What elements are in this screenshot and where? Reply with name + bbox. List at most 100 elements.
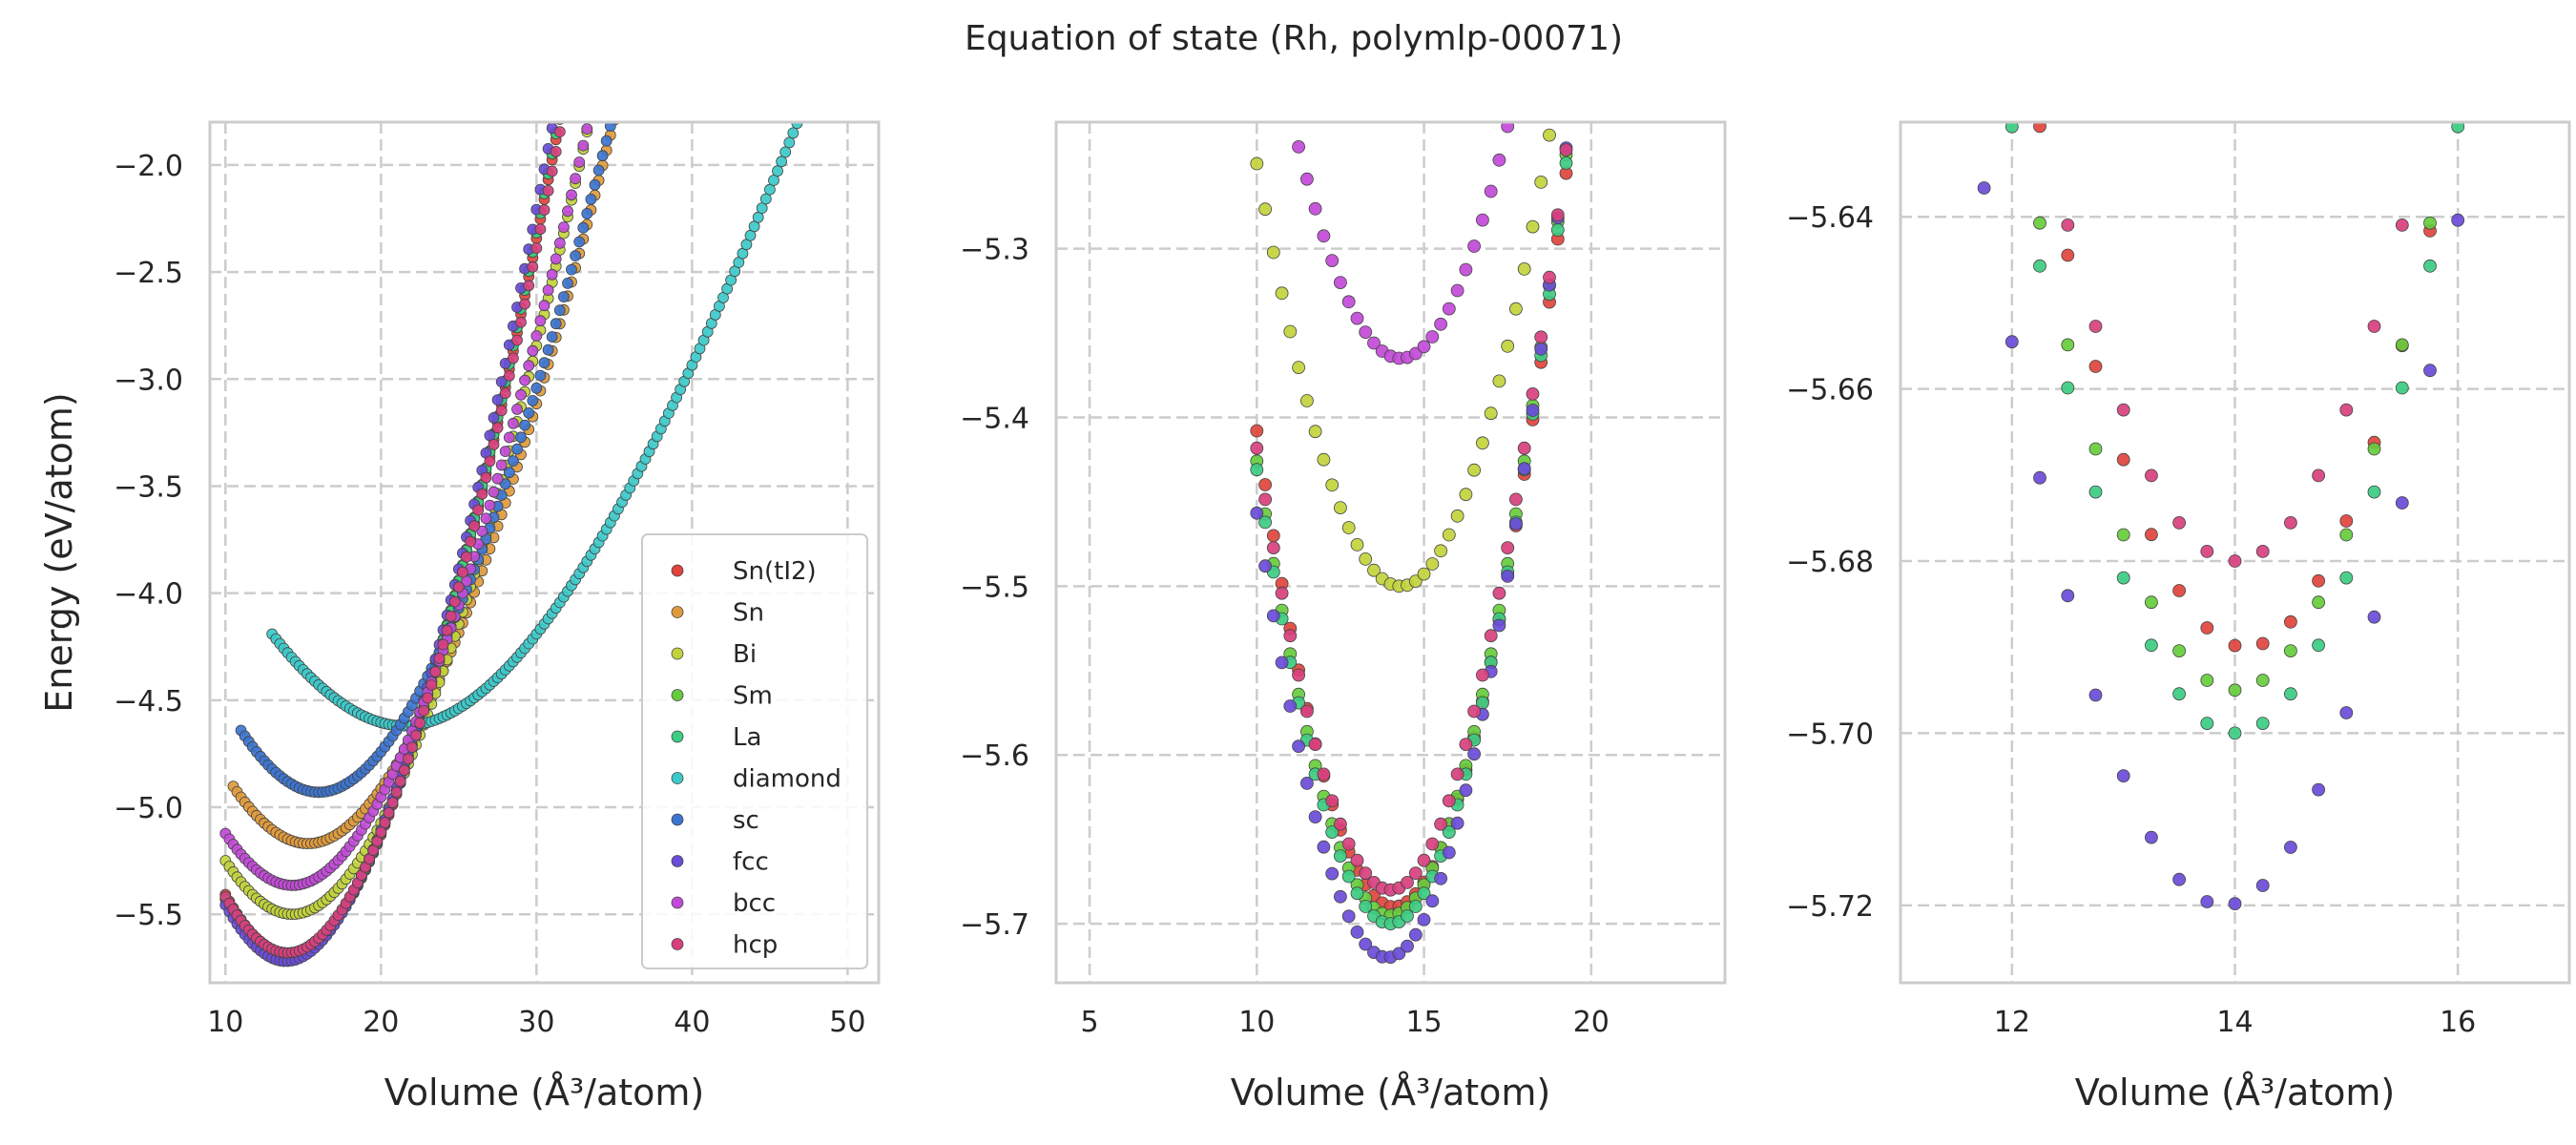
point-hcp (1543, 270, 1556, 284)
point-hcp (503, 369, 515, 382)
point-bi (1467, 463, 1481, 477)
x-tick-label: 16 (2440, 1006, 2476, 1039)
point-fcc (488, 411, 500, 424)
point-bcc (573, 156, 586, 168)
point-bcc (1341, 295, 1356, 309)
y-tick-label: −3.0 (114, 364, 183, 397)
point-sc (542, 344, 554, 356)
point-hcp (1250, 441, 1264, 455)
point-fcc (1442, 845, 1456, 860)
x-tick-label: 12 (1994, 1006, 2030, 1039)
x-tick-label: 5 (1081, 1006, 1099, 1039)
point-fcc (1425, 894, 1440, 908)
point-hcp (1275, 586, 1289, 600)
point-la (1442, 825, 1456, 839)
point-hcp (398, 764, 410, 777)
legend-label: Sn (733, 599, 764, 628)
point-la (1258, 515, 1272, 530)
point-la (1341, 869, 1356, 884)
point-la (2228, 726, 2242, 740)
point-hcp (1492, 586, 1506, 600)
point-la (1559, 156, 1573, 170)
point-sm (2033, 216, 2046, 230)
point-bi (1501, 339, 1515, 353)
point-fcc (1292, 739, 1305, 753)
point-hcp (1526, 386, 1540, 401)
point-bcc (476, 525, 488, 537)
legend-label: La (733, 723, 761, 752)
point-hcp (488, 439, 500, 450)
point-fcc (2423, 364, 2437, 378)
point-sm (2116, 528, 2130, 542)
point-bcc (1450, 283, 1465, 298)
point-bcc (1459, 262, 1473, 277)
point-hcp (379, 817, 391, 828)
point-hcp (452, 581, 465, 593)
point-hcp (523, 280, 535, 292)
x-axis-label: Volume (Å³/atom) (2075, 1072, 2396, 1114)
point-fcc (1359, 937, 1373, 951)
point-hcp (527, 260, 539, 273)
point-la (1550, 223, 1565, 237)
point-bi (1325, 478, 1340, 492)
point-la (2451, 122, 2465, 134)
point-hcp (1442, 794, 1456, 808)
point-hcp (1509, 492, 1523, 507)
point-hcp (2283, 516, 2297, 530)
point-sc (546, 331, 558, 343)
point-sc (596, 150, 609, 162)
point-hcp (2172, 516, 2187, 530)
point-la (2395, 381, 2409, 395)
point-la (2172, 687, 2187, 701)
point-hcp (499, 387, 511, 400)
point-sc (604, 122, 616, 132)
point-hcp (2061, 218, 2075, 232)
point-hcp (456, 566, 468, 578)
point-bcc (1476, 213, 1489, 227)
point-hcp (1467, 704, 1481, 718)
point-sc (503, 467, 515, 479)
point-la (2088, 485, 2103, 499)
point-fcc (1417, 913, 1431, 926)
point-sc (600, 135, 613, 147)
point-hcp (405, 741, 418, 754)
point-snti2 (1250, 424, 1264, 438)
legend-label: fcc (733, 848, 769, 877)
point-hcp (491, 422, 504, 434)
point-fcc (2339, 706, 2354, 719)
y-tick-label: −5.68 (1786, 546, 1874, 579)
point-la (2339, 571, 2354, 585)
point-bcc (495, 459, 508, 471)
point-hcp (1266, 541, 1280, 554)
point-bcc (1325, 254, 1340, 268)
point-bcc (1292, 139, 1305, 154)
point-hcp (410, 729, 422, 741)
point-la (2005, 122, 2019, 134)
point-hcp (1517, 441, 1531, 455)
point-fcc (1501, 570, 1515, 583)
point-hcp (1501, 541, 1515, 554)
x-tick-label: 10 (1238, 1006, 1275, 1039)
point-hcp (375, 826, 387, 839)
point-bi (1408, 574, 1423, 588)
point-hcp (1359, 866, 1373, 880)
point-bi (1275, 286, 1289, 301)
point-hcp (1350, 853, 1364, 867)
point-sc (585, 193, 597, 205)
point-bi (1266, 245, 1280, 260)
point-hcp (386, 797, 399, 808)
point-fcc (1334, 889, 1347, 904)
point-bcc (1334, 276, 1347, 290)
point-fcc (1300, 777, 1314, 790)
point-bcc (1434, 317, 1447, 331)
point-hcp (429, 666, 442, 677)
point-la (2283, 687, 2297, 701)
point-hcp (1550, 208, 1565, 222)
point-fcc (2005, 335, 2019, 349)
point-fcc (2255, 879, 2270, 892)
legend-label: Bi (733, 640, 757, 669)
point-bcc (562, 205, 573, 218)
point-snti2 (2172, 584, 2187, 597)
point-bi (1543, 128, 1556, 142)
